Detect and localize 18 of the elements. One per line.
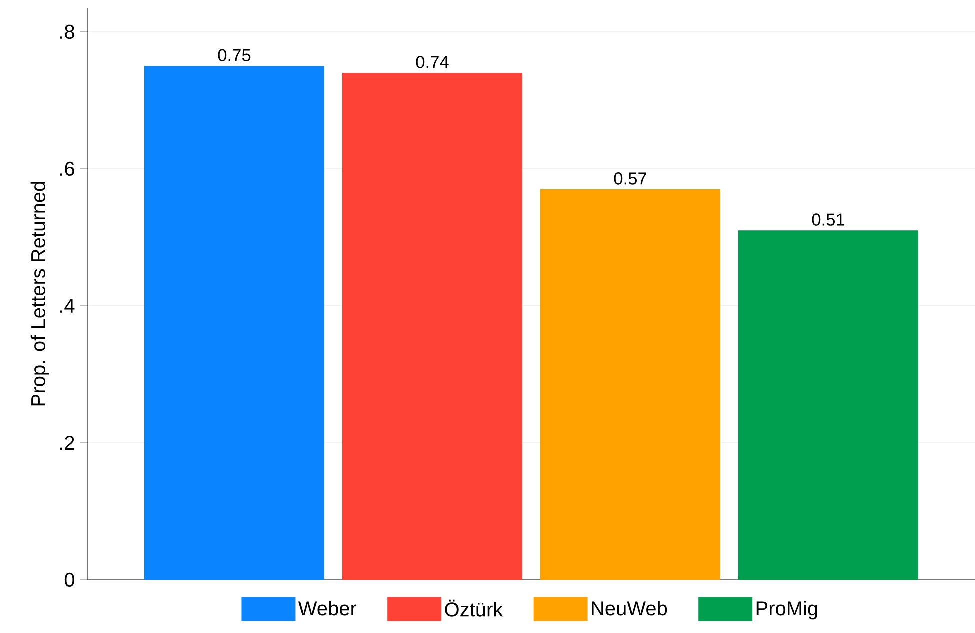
bar <box>540 190 721 580</box>
y-tick-label: .8 <box>60 24 74 40</box>
data-label: 0.75 <box>218 49 251 62</box>
y-tick-label: .6 <box>60 162 74 176</box>
data-label: 0.51 <box>812 214 845 226</box>
y-axis-title: Prop. of Letters Returned <box>30 182 50 406</box>
y-tick-label: .2 <box>60 436 74 450</box>
legend-label: ProMig <box>756 601 818 620</box>
legend-label: NeuWeb <box>592 601 668 616</box>
bar <box>738 230 919 580</box>
legend-label: Weber <box>298 601 357 616</box>
y-tick-label: 0 <box>64 572 74 588</box>
bar <box>144 66 325 580</box>
legend-label: Öztürk <box>445 600 504 617</box>
data-label: 0.57 <box>614 172 646 185</box>
data-label: 0.74 <box>416 56 449 68</box>
y-tick-label: .4 <box>60 299 75 313</box>
bar <box>342 73 523 580</box>
